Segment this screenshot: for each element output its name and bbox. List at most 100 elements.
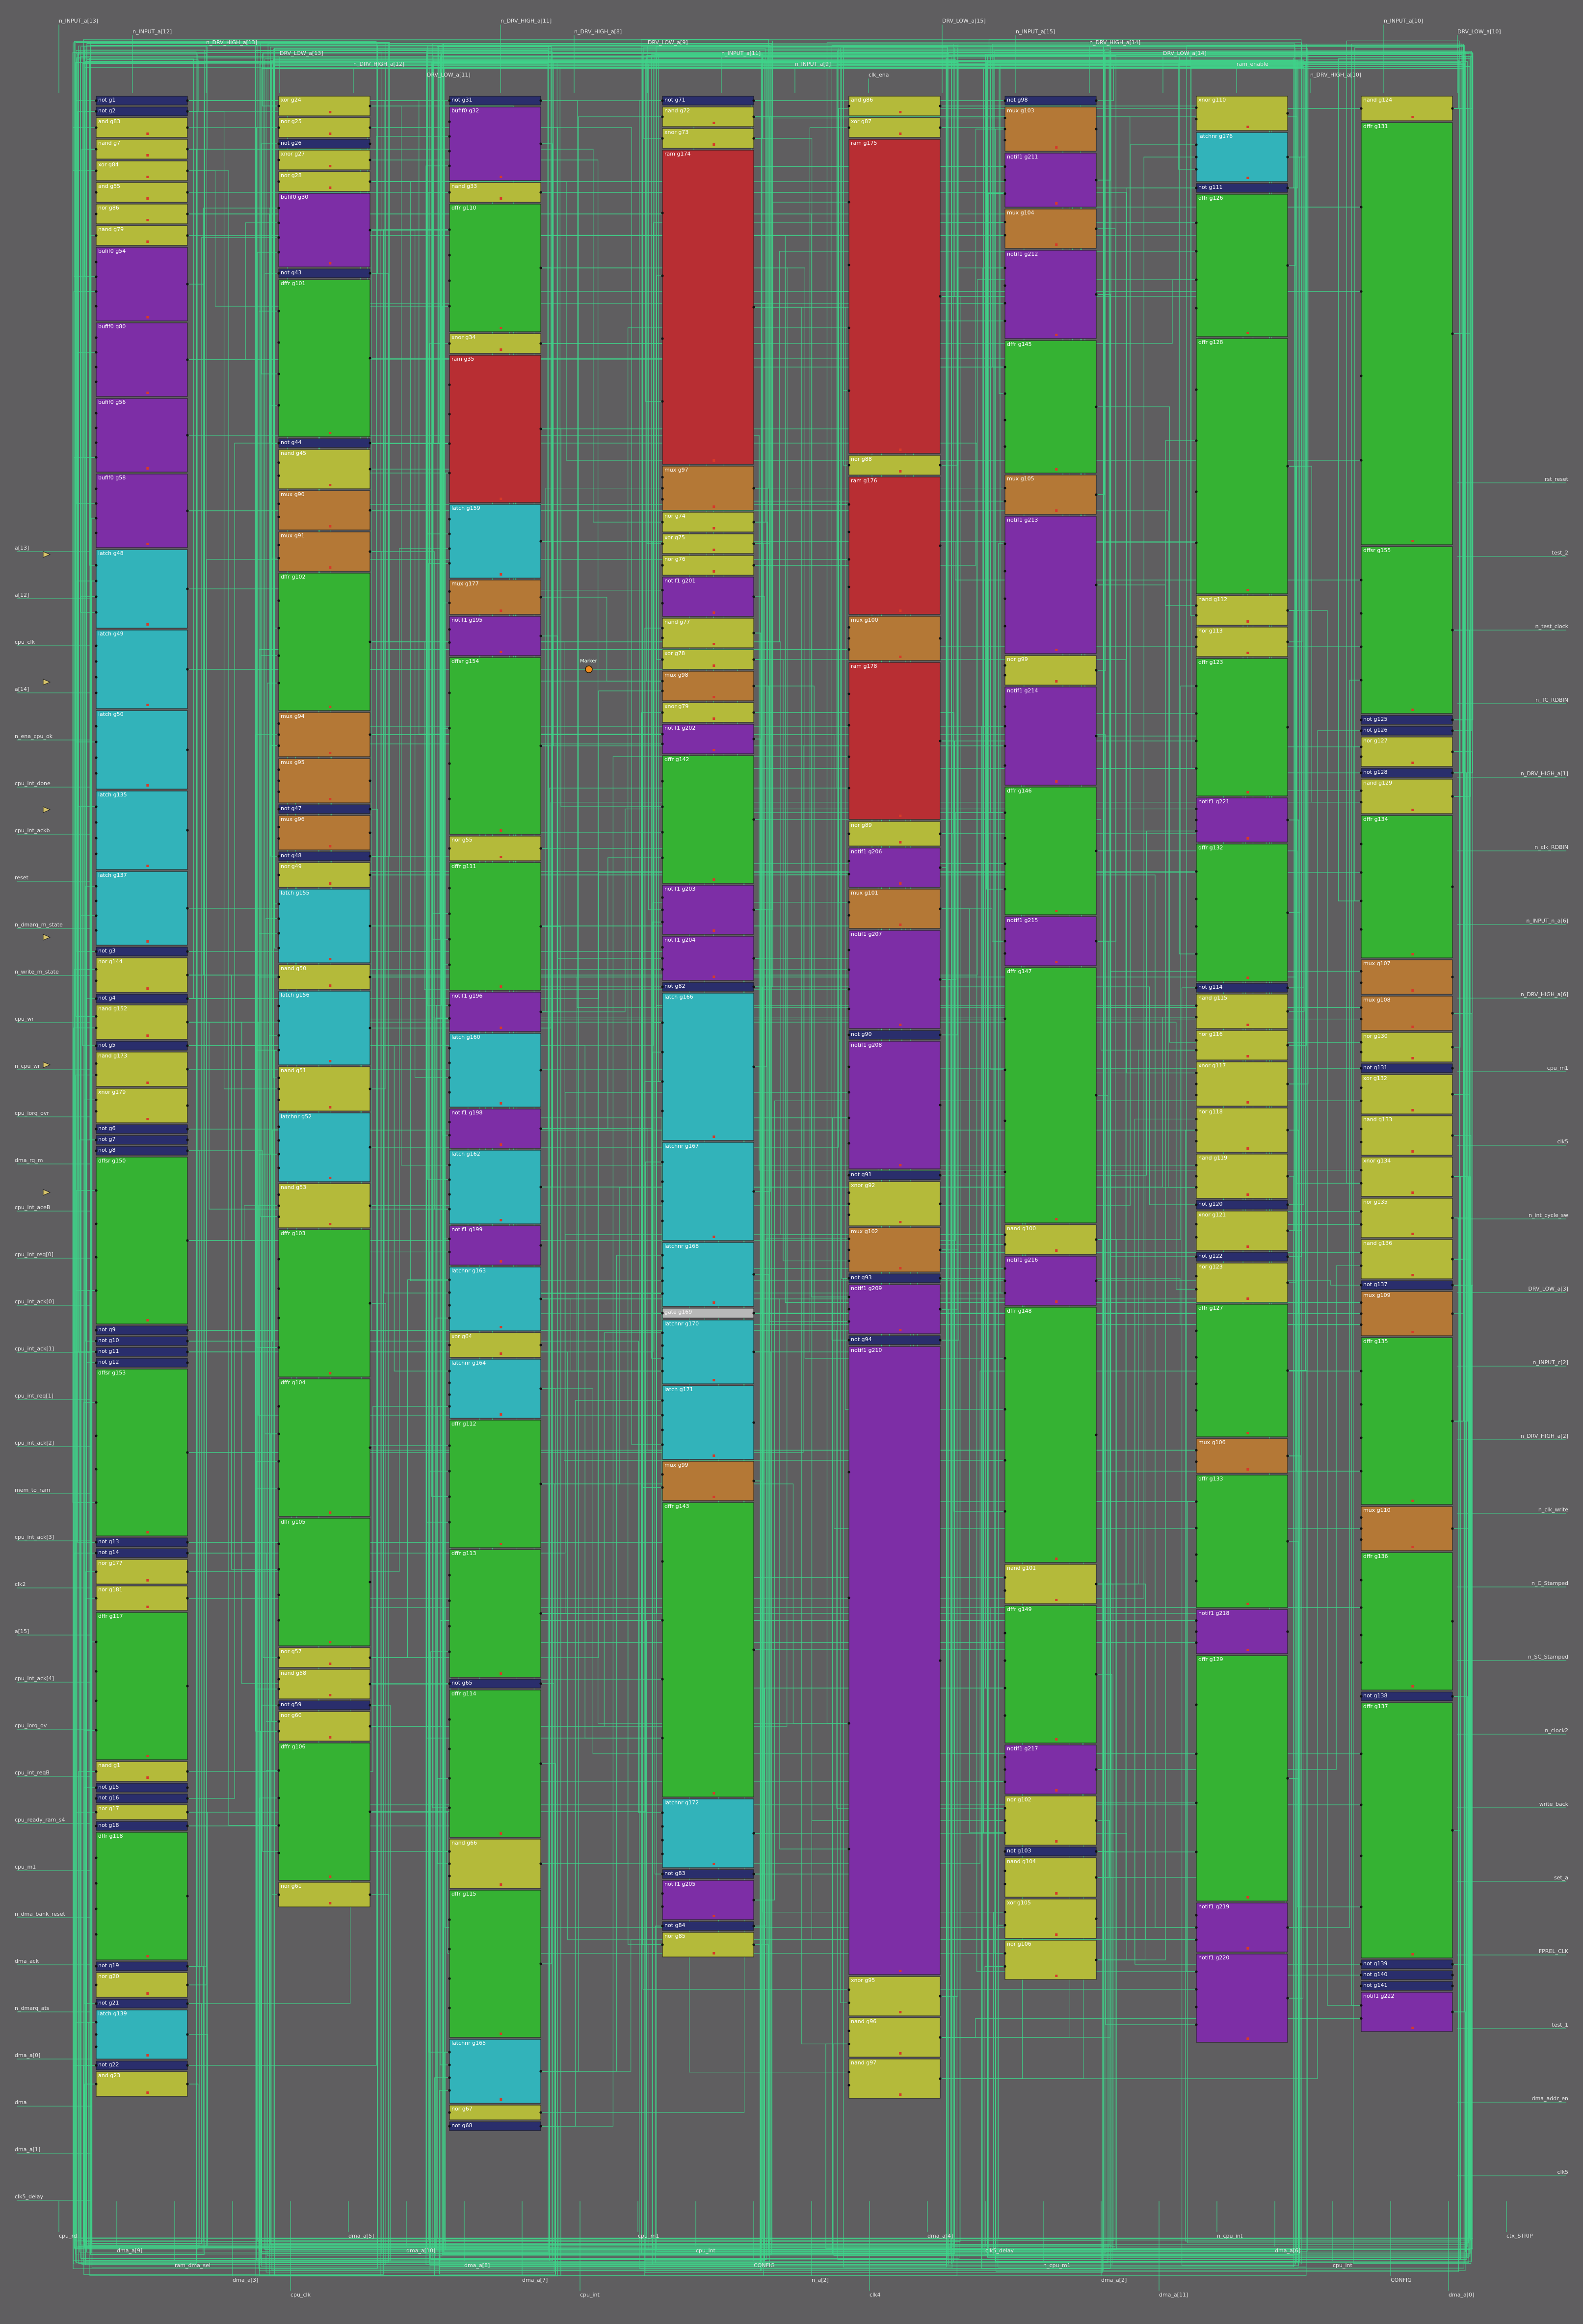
cell-body[interactable]	[96, 1157, 188, 1324]
cell-body[interactable]	[1004, 1940, 1097, 1980]
cell-body[interactable]	[449, 992, 541, 1032]
cell-mux-g103[interactable]: mux g103	[1003, 106, 1098, 152]
cell-nor-g76[interactable]: nor g76	[661, 555, 755, 576]
cell-not-g141[interactable]: not g141	[1360, 1981, 1454, 1991]
cell-dffr-g102[interactable]: dffr g102	[277, 573, 371, 711]
cell-latch-g139[interactable]: latch g139	[95, 2009, 189, 2060]
cell-mux-g101[interactable]: mux g101	[847, 889, 942, 929]
cell-nand-g58[interactable]: nand g58	[277, 1669, 371, 1699]
cell-mux-g100[interactable]: mux g100	[847, 616, 942, 661]
cell-nand-g79[interactable]: nand g79	[95, 225, 189, 246]
cell-not-g11[interactable]: not g11	[95, 1347, 189, 1357]
cell-mux-g177[interactable]: mux g177	[448, 580, 542, 615]
cell-not-g5[interactable]: not g5	[95, 1041, 189, 1051]
cell-body[interactable]	[1196, 1263, 1288, 1303]
cell-xnor-g92[interactable]: xnor g92	[847, 1181, 942, 1226]
cell-dffr-g147[interactable]: dffr g147	[1003, 967, 1098, 1223]
cell-notif1-g206[interactable]: notif1 g206	[847, 847, 942, 888]
cell-notif1-g211[interactable]: notif1 g211	[1003, 153, 1098, 208]
cell-not-g44[interactable]: not g44	[277, 438, 371, 448]
cell-nand-g173[interactable]: nand g173	[95, 1052, 189, 1087]
cell-body[interactable]	[1004, 1796, 1097, 1846]
cell-nand-g45[interactable]: nand g45	[277, 449, 371, 489]
cell-dffr-g133[interactable]: dffr g133	[1195, 1475, 1289, 1608]
cell-body[interactable]	[1004, 106, 1097, 152]
cell-notif1-g210[interactable]: notif1 g210	[847, 1346, 942, 1975]
input-pin-icon[interactable]	[43, 806, 51, 813]
cell-body[interactable]	[96, 225, 188, 246]
cell-not-g2[interactable]: not g2	[95, 106, 189, 116]
cell-body[interactable]	[1004, 516, 1097, 654]
cell-xnor-g27[interactable]: xnor g27	[277, 150, 371, 170]
cell-notif1-g198[interactable]: notif1 g198	[448, 1109, 542, 1149]
cell-body[interactable]	[449, 836, 541, 861]
cell-body[interactable]	[848, 96, 941, 116]
cell-mux-g90[interactable]: mux g90	[277, 490, 371, 530]
cell-body[interactable]	[1361, 96, 1453, 121]
cell-body[interactable]	[1196, 1108, 1288, 1153]
cell-nor-g116[interactable]: nor g116	[1195, 1030, 1289, 1060]
cell-body[interactable]	[449, 1549, 541, 1678]
cell-body[interactable]	[96, 1559, 188, 1585]
cell-nand-g112[interactable]: nand g112	[1195, 595, 1289, 626]
cell-body[interactable]	[662, 1385, 754, 1460]
cell-body[interactable]	[449, 616, 541, 656]
cell-body[interactable]	[848, 662, 941, 820]
cell-body[interactable]	[1004, 1224, 1097, 1255]
cell-body[interactable]	[1004, 1256, 1097, 1306]
cell-not-g16[interactable]: not g16	[95, 1794, 189, 1803]
cell-body[interactable]	[449, 355, 541, 503]
cell-body[interactable]	[278, 449, 370, 489]
cell-not-g18[interactable]: not g18	[95, 1821, 189, 1831]
cell-not-g71[interactable]: not g71	[661, 96, 755, 106]
cell-body[interactable]	[278, 1378, 370, 1517]
cell-nand-g119[interactable]: nand g119	[1195, 1154, 1289, 1199]
cell-body[interactable]	[449, 106, 541, 181]
cell-body[interactable]	[278, 991, 370, 1065]
cell-nor-g20[interactable]: nor g20	[95, 1972, 189, 1998]
cell-not-g82[interactable]: not g82	[661, 982, 755, 992]
cell-notif1-g208[interactable]: notif1 g208	[847, 1041, 942, 1169]
cell-body[interactable]	[96, 1612, 188, 1760]
cell-body[interactable]	[278, 1743, 370, 1881]
cell-not-g3[interactable]: not g3	[95, 947, 189, 956]
cell-body[interactable]	[1361, 1702, 1453, 1958]
cell-body[interactable]	[1004, 153, 1097, 208]
cell-not-g47[interactable]: not g47	[277, 804, 371, 814]
cell-not-g22[interactable]: not g22	[95, 2060, 189, 2070]
cell-body[interactable]	[848, 1976, 941, 2016]
cell-xor-g87[interactable]: xor g87	[847, 117, 942, 138]
cell-not-g98[interactable]: not g98	[1003, 96, 1098, 106]
cell-notif1-g203[interactable]: notif1 g203	[661, 885, 755, 935]
cell-not-g65[interactable]: not g65	[448, 1679, 542, 1689]
cell-nand-g124[interactable]: nand g124	[1360, 96, 1454, 121]
cell-mux-g108[interactable]: mux g108	[1360, 996, 1454, 1031]
cell-not-g14[interactable]: not g14	[95, 1548, 189, 1558]
cell-body[interactable]	[848, 847, 941, 888]
cell-body[interactable]	[1004, 787, 1097, 915]
cell-dffr-g132[interactable]: dffr g132	[1195, 844, 1289, 982]
cell-body[interactable]	[96, 204, 188, 224]
cell-gate-g169[interactable]: gate g169	[661, 1308, 755, 1319]
cell-body[interactable]	[96, 1972, 188, 1998]
cell-body[interactable]	[1196, 1061, 1288, 1107]
cell-dffr-g145[interactable]: dffr g145	[1003, 340, 1098, 474]
cell-not-g19[interactable]: not g19	[95, 1961, 189, 1971]
cell-body[interactable]	[278, 1112, 370, 1182]
cell-body[interactable]	[1196, 1438, 1288, 1474]
cell-body[interactable]	[1196, 96, 1288, 131]
cell-xnor-g134[interactable]: xnor g134	[1360, 1157, 1454, 1197]
cell-not-g94[interactable]: not g94	[847, 1335, 942, 1345]
cell-mux-g94[interactable]: mux g94	[277, 712, 371, 757]
cell-body[interactable]	[1004, 1307, 1097, 1563]
cell-nand-g101[interactable]: nand g101	[1003, 1564, 1098, 1604]
cell-body[interactable]	[1004, 1744, 1097, 1795]
cell-mux-g95[interactable]: mux g95	[277, 758, 371, 803]
cell-body[interactable]	[449, 657, 541, 835]
cell-body[interactable]	[278, 889, 370, 963]
cell-dffr-g115[interactable]: dffr g115	[448, 1890, 542, 2038]
cell-dffr-g114[interactable]: dffr g114	[448, 1690, 542, 1838]
cell-body[interactable]	[449, 1332, 541, 1358]
cell-body[interactable]	[1004, 250, 1097, 339]
cell-body[interactable]	[449, 1150, 541, 1224]
